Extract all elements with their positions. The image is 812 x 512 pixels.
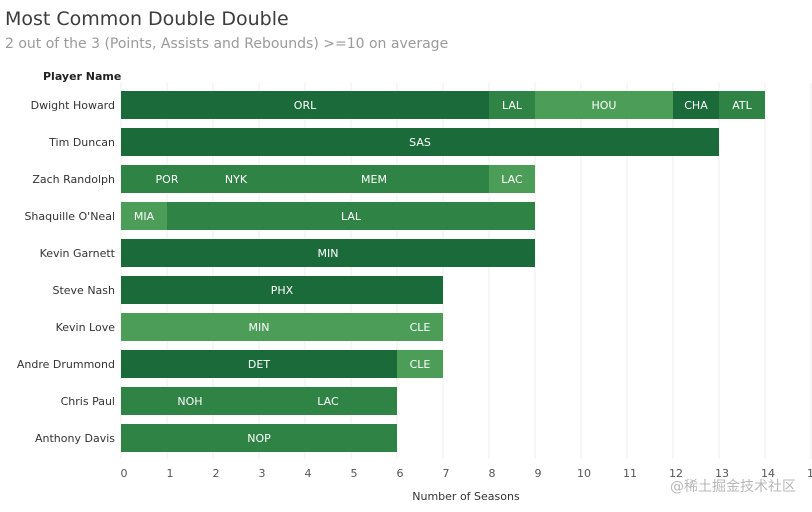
x-tick-label: 11: [623, 467, 637, 480]
chart-title: Most Common Double Double: [5, 8, 289, 30]
x-axis-title: Number of Seasons: [412, 490, 520, 503]
x-tick-label: 0: [121, 467, 128, 480]
player-label: Zach Randolph: [32, 173, 115, 186]
bar-segment[interactable]: [213, 165, 259, 193]
bar-segment[interactable]: [489, 165, 535, 193]
player-labels: Dwight Howard Tim Duncan Zach Randolph Shaq…: [17, 99, 116, 445]
watermark-text: @稀土掘金技术社区: [670, 479, 796, 495]
segment-label: HOU: [592, 99, 617, 112]
segment-label: MIN: [318, 247, 339, 260]
segment-label: POR: [156, 173, 179, 186]
segment-label: CLE: [410, 321, 431, 334]
x-tick-label: 3: [259, 467, 266, 480]
chart-subtitle: 2 out of the 3 (Points, Assists and Rebo…: [5, 36, 449, 52]
x-tick-label: 15: [807, 467, 812, 480]
segment-label: MIN: [249, 321, 270, 334]
x-tick-label: 1: [167, 467, 174, 480]
bar-segment[interactable]: [535, 91, 673, 119]
x-tick-label: 9: [535, 467, 542, 480]
segment-label: PHX: [271, 284, 294, 297]
player-label: Kevin Garnett: [40, 247, 116, 260]
x-tick-label: 6: [397, 467, 404, 480]
bar-segment[interactable]: [167, 202, 535, 230]
segment-label: ATL: [732, 99, 752, 112]
bars: ORL LAL HOU CHA ATL SAS POR NYK MEM LAC MIA LAL MIN P…: [121, 91, 765, 452]
x-tick-label: 4: [305, 467, 312, 480]
bar-segment[interactable]: [397, 350, 443, 378]
player-label: Chris Paul: [61, 395, 115, 408]
segment-label: LAC: [317, 395, 339, 408]
bar-segment[interactable]: [121, 239, 535, 267]
segment-label: ORL: [294, 99, 317, 112]
segment-label: LAL: [341, 210, 362, 223]
segment-label: MIA: [134, 210, 155, 223]
segment-label: NOP: [247, 432, 271, 445]
bar-segment[interactable]: [121, 387, 259, 415]
segment-label: DET: [248, 358, 270, 371]
bar-segment[interactable]: [121, 165, 213, 193]
segment-label: SAS: [409, 136, 431, 149]
segment-label: LAC: [501, 173, 523, 186]
x-axis: 0123456789101112131415Number of Seasons: [121, 467, 812, 503]
x-tick-label: 12: [669, 467, 683, 480]
player-label: Kevin Love: [56, 321, 116, 334]
x-tick-label: 5: [351, 467, 358, 480]
x-tick-label: 14: [761, 467, 775, 480]
bar-segment[interactable]: [121, 202, 167, 230]
x-tick-label: 7: [443, 467, 450, 480]
segment-label: CHA: [684, 99, 708, 112]
bar-segment[interactable]: [121, 350, 397, 378]
x-tick-label: 8: [489, 467, 496, 480]
bar-segment[interactable]: [121, 424, 397, 452]
player-label: Steve Nash: [52, 284, 115, 297]
bar-segment[interactable]: [259, 387, 397, 415]
row-axis-header: Player Name: [43, 70, 122, 83]
bar-segment[interactable]: [121, 276, 443, 304]
bar-segment[interactable]: [397, 313, 443, 341]
bar-segment[interactable]: [673, 91, 719, 119]
bar-segment[interactable]: [121, 91, 489, 119]
segment-label: CLE: [410, 358, 431, 371]
player-label: Andre Drummond: [17, 358, 115, 371]
bar-segment[interactable]: [121, 313, 397, 341]
segment-label: NYK: [225, 173, 248, 186]
segment-label: NOH: [177, 395, 202, 408]
bar-segment[interactable]: [719, 91, 765, 119]
segment-label: LAL: [502, 99, 523, 112]
x-tick-label: 13: [715, 467, 729, 480]
player-label: Tim Duncan: [48, 136, 115, 149]
player-label: Anthony Davis: [35, 432, 115, 445]
x-tick-label: 10: [577, 467, 591, 480]
x-tick-label: 2: [213, 467, 220, 480]
bar-segment[interactable]: [259, 165, 489, 193]
player-label: Dwight Howard: [31, 99, 115, 112]
player-label: Shaquille O'Neal: [24, 210, 115, 223]
segment-label: MEM: [361, 173, 387, 186]
bar-segment[interactable]: [489, 91, 535, 119]
bar-segment[interactable]: [121, 128, 719, 156]
